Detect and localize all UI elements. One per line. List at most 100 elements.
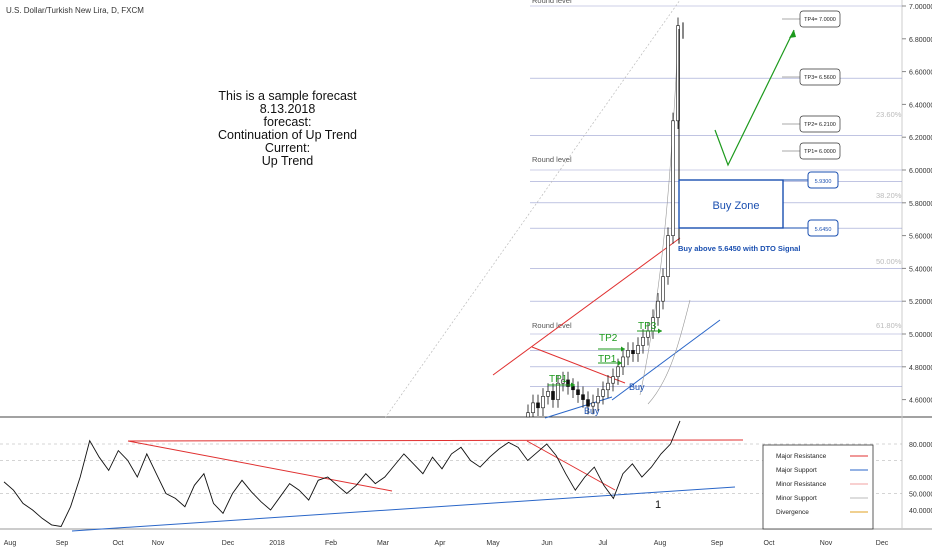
candle-body	[662, 277, 665, 302]
note-line: Up Trend	[200, 155, 375, 168]
candle-body	[557, 383, 560, 399]
candle-body	[627, 350, 630, 357]
target-label: TP3= 6.5600	[804, 75, 836, 81]
osc-tick-label: 60.0000	[909, 475, 932, 482]
buy-signal-label: Buy above 5.6450 with DTO Signal	[678, 244, 800, 253]
time-tick-label: Dec	[222, 540, 235, 547]
fib-level-label: 50.00%	[876, 257, 902, 266]
buy-label: Buy	[629, 382, 645, 392]
time-tick-label: 2018	[269, 540, 285, 547]
candle-body	[542, 396, 545, 407]
osc-tick-label: 80.0000	[909, 442, 932, 449]
price-tick-label: 6.80000	[909, 37, 932, 44]
legend-label: Major Resistance	[776, 453, 827, 460]
time-tick-label: Feb	[325, 540, 337, 547]
projection-arrowhead	[789, 30, 796, 38]
candle-body	[622, 357, 625, 367]
forecast-note: This is a sample forecast 8.13.2018 fore…	[200, 90, 375, 168]
legend-label: Major Support	[776, 467, 817, 474]
price-tick-label: 6.00000	[909, 168, 932, 175]
round-level-label: Round level	[532, 155, 572, 164]
legend-label: Minor Resistance	[776, 481, 827, 488]
candle-body	[612, 377, 615, 384]
buy-zone-bottom-label: 5.6450	[815, 227, 832, 233]
osc-resistance-line	[128, 441, 392, 491]
price-tick-label: 4.60000	[909, 398, 932, 405]
candle-body	[597, 396, 600, 403]
price-tick-label: 6.60000	[909, 70, 932, 77]
time-tick-label: Jul	[599, 540, 608, 547]
time-tick-label: Sep	[56, 540, 69, 547]
fib-level-label: 23.60%	[876, 110, 902, 119]
tp-label: TP3	[638, 321, 657, 332]
price-tick-label: 5.00000	[909, 332, 932, 339]
osc-tick-label: 40.0000	[909, 508, 932, 515]
time-tick-label: Jun	[541, 540, 552, 547]
candle-body	[527, 413, 530, 417]
time-tick-label: May	[486, 540, 500, 547]
tp-label: TP1	[549, 374, 568, 385]
candle-body	[632, 350, 635, 353]
price-tick-label: 5.80000	[909, 201, 932, 208]
legend-label: Divergence	[776, 509, 809, 516]
buy-zone-label: Buy Zone	[712, 200, 759, 212]
round-level-label: Round level	[532, 0, 572, 5]
candle-body	[642, 337, 645, 345]
osc-major-resistance	[128, 440, 743, 441]
tp-label: TP2	[599, 333, 618, 344]
candle-body	[637, 345, 640, 353]
price-tick-label: 5.60000	[909, 234, 932, 241]
round-level-label: Round level	[532, 321, 572, 330]
time-tick-label: Dec	[876, 540, 889, 547]
fib-level-label: 38.20%	[876, 191, 902, 200]
divergence-number: 1	[655, 499, 661, 511]
price-tick-label: 7.00000	[909, 4, 932, 11]
buy-label: Buy	[584, 406, 600, 416]
candle-body	[532, 403, 535, 413]
candle-body	[537, 403, 540, 408]
trend-dotted-line	[385, 0, 680, 418]
candle-body	[617, 367, 620, 377]
buy-zone-top-label: 5.9300	[815, 179, 832, 185]
time-tick-label: Nov	[820, 540, 833, 547]
downtrend-resistance-line	[532, 347, 625, 383]
time-tick-label: Mar	[377, 540, 390, 547]
projection-path	[715, 30, 794, 165]
price-tick-label: 5.40000	[909, 266, 932, 273]
candle-body	[602, 390, 605, 397]
price-tick-label: 6.40000	[909, 102, 932, 109]
time-tick-label: Apr	[435, 540, 447, 547]
price-tick-label: 6.20000	[909, 135, 932, 142]
time-tick-label: Aug	[4, 540, 17, 547]
target-label: TP2= 6.2100	[804, 122, 836, 128]
fib-level-label: 61.80%	[876, 321, 902, 330]
target-label: TP1= 6.0000	[804, 149, 836, 155]
osc-tick-label: 50.0000	[909, 492, 932, 499]
time-tick-label: Sep	[711, 540, 724, 547]
support-line-lower	[545, 397, 612, 418]
candle-body	[607, 383, 610, 390]
symbol-title: U.S. Dollar/Turkish New Lira, D, FXCM	[6, 6, 144, 15]
price-tick-label: 5.20000	[909, 299, 932, 306]
legend-label: Minor Support	[776, 495, 817, 502]
time-tick-label: Nov	[152, 540, 165, 547]
price-tick-label: 4.80000	[909, 365, 932, 372]
candle-body	[672, 121, 675, 236]
candle-body	[667, 236, 670, 277]
tp-label: TP1	[598, 354, 617, 365]
candle-body	[572, 386, 575, 389]
time-tick-label: Oct	[113, 540, 124, 547]
time-tick-label: Aug	[654, 540, 667, 547]
candle-body	[547, 391, 550, 396]
channel-resistance-line	[493, 238, 680, 375]
oscillator-line	[4, 421, 680, 527]
candle-body	[577, 390, 580, 395]
tp-arrowhead	[658, 329, 662, 334]
target-label: TP4= 7.0000	[804, 17, 836, 23]
time-tick-label: Oct	[764, 540, 775, 547]
candle-body	[657, 301, 660, 317]
candle-body	[552, 391, 555, 399]
candle-body	[582, 395, 585, 400]
